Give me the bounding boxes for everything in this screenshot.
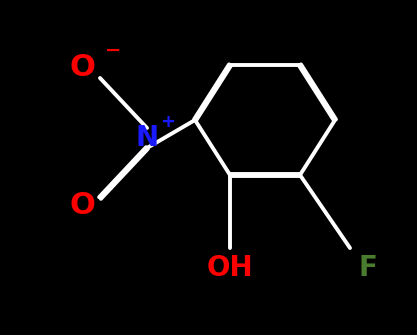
- Text: F: F: [359, 254, 377, 282]
- Text: O: O: [69, 191, 95, 219]
- Text: +: +: [161, 113, 176, 131]
- Text: N: N: [136, 124, 158, 152]
- Text: O: O: [69, 54, 95, 82]
- Text: OH: OH: [207, 254, 253, 282]
- Text: −: −: [105, 41, 121, 60]
